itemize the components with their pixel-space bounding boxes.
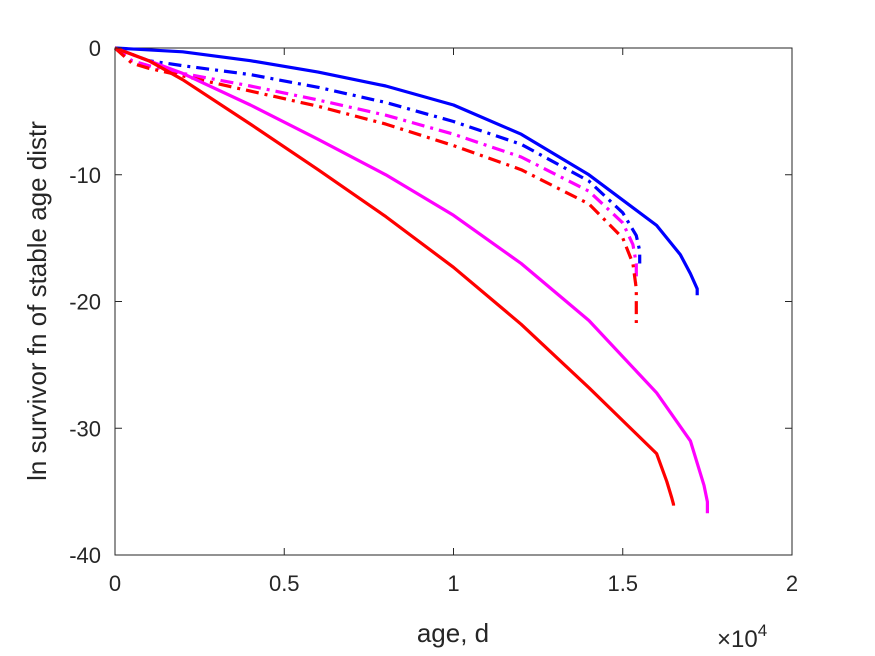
x-exponent-base: ×10 (717, 626, 758, 653)
plot-area (114, 47, 793, 556)
series-line-4-dashdot (113, 46, 638, 323)
series-line-2-dashdot (114, 46, 642, 264)
x-tick-label: 0.5 (269, 571, 300, 596)
y-axis-title: ln survivor fn of stable age distr (22, 121, 52, 481)
y-tick-label: 0 (89, 36, 101, 61)
y-tick-label: -10 (69, 163, 101, 188)
x-exponent-label: ×104 (717, 621, 767, 653)
series-line-5-solid (114, 46, 709, 514)
x-tick-label: 0 (109, 571, 121, 596)
x-tick-label: 2 (786, 571, 798, 596)
x-tick-label: 1.5 (607, 571, 638, 596)
x-axis-title: age, d (417, 618, 489, 648)
series-line-1-solid (114, 46, 699, 296)
y-tick-label: -20 (69, 290, 101, 315)
x-tick-label: 1 (447, 571, 459, 596)
series-layer (113, 46, 709, 514)
y-tick-label: -30 (69, 416, 101, 441)
series-line-6-solid (114, 46, 676, 506)
series-line-3-dashdot (114, 46, 638, 283)
tick-layer: 0 0.5 1 1.5 2 -40 -30 -20 -10 0 (69, 36, 798, 596)
x-exponent-power: 4 (758, 621, 767, 640)
y-tick-label: -40 (69, 543, 101, 568)
